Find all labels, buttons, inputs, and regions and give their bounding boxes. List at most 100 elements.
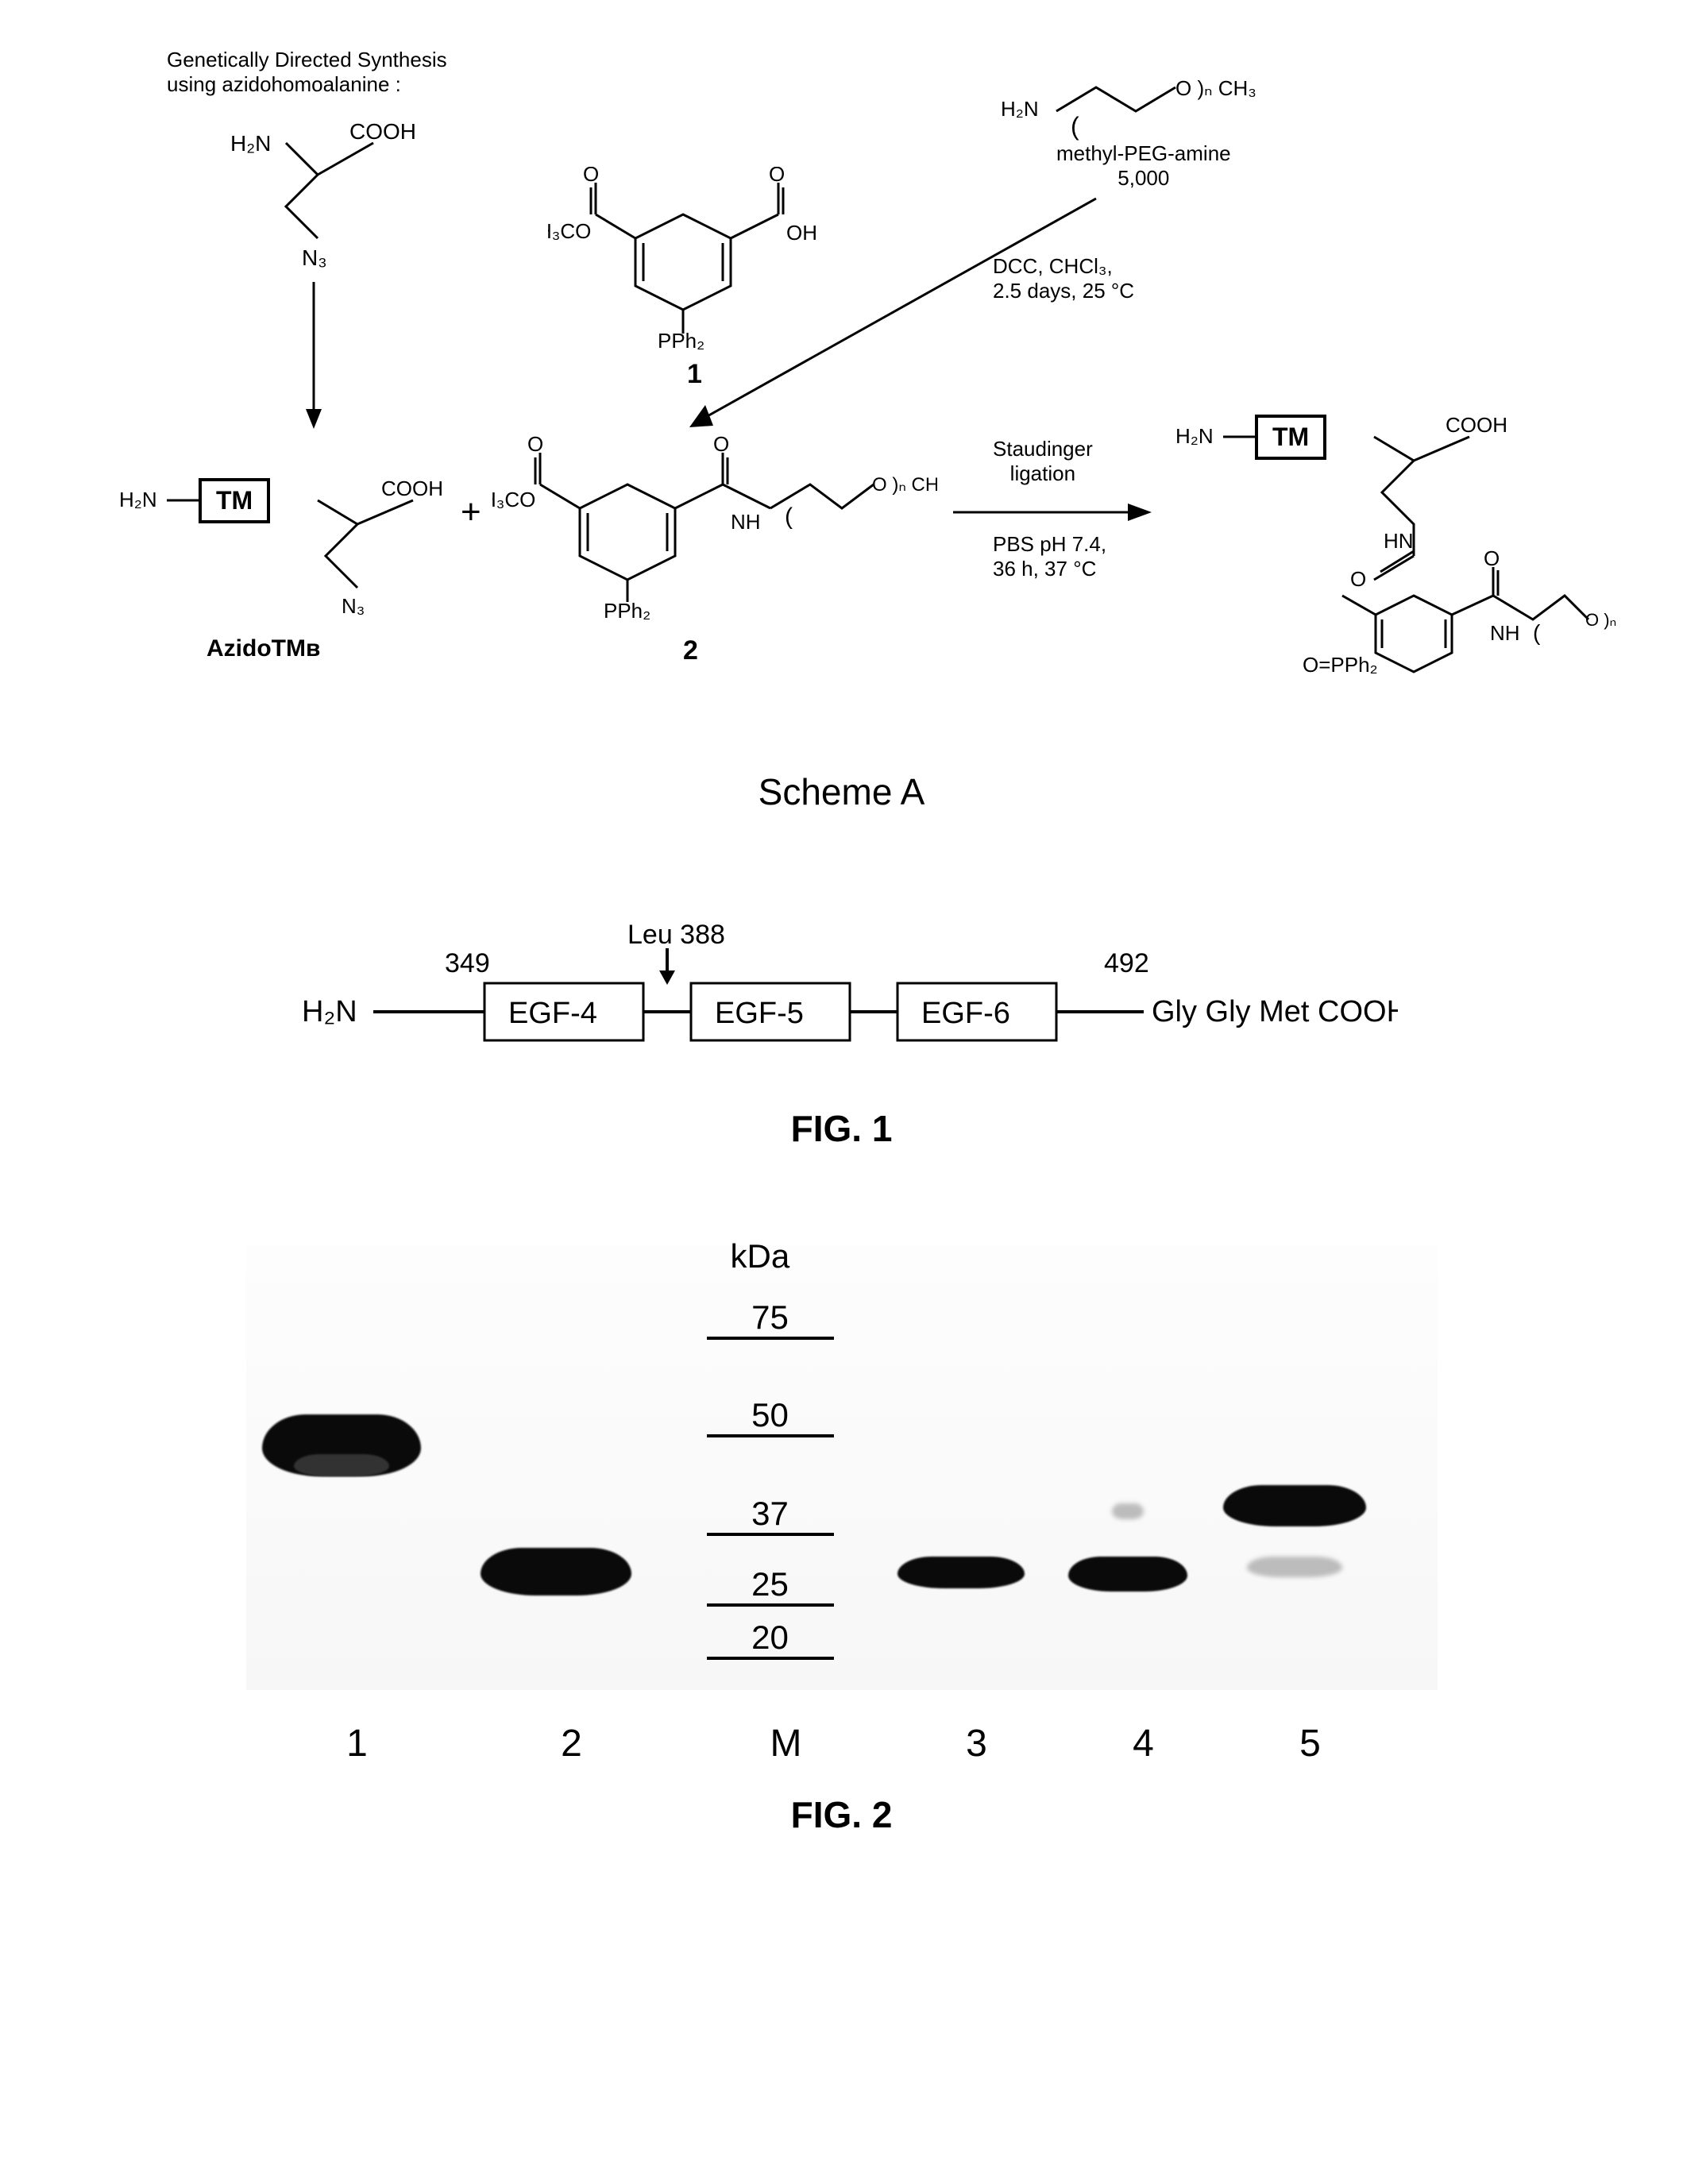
label-nh-2: NH — [731, 510, 761, 534]
label-peg-2: O )ₙ CH₃ — [872, 474, 937, 496]
label-cooh-prod: COOH — [1446, 413, 1507, 437]
product-structure: H₂N COOH HN O O NH ( O )ₙ CH₃ O=PPh₂ TM — [1175, 389, 1620, 675]
egf4-label: EGF-4 — [508, 997, 597, 1030]
fig2-caption: FIG. 2 — [95, 1793, 1588, 1836]
label-o4: O — [713, 432, 729, 456]
svg-text:(: ( — [1533, 620, 1541, 645]
scheme-caption: Scheme A — [95, 770, 1588, 813]
fig1-section: EGF-4 EGF-5 EGF-6 H₂N Gly Gly Met COOH 3… — [95, 909, 1588, 1150]
cond1: DCC, CHCl₃, 2.5 days, 25 °C — [993, 254, 1134, 303]
cond2-top: Staudinger ligation — [993, 437, 1093, 486]
gel-band — [294, 1454, 389, 1476]
label-h2n-tm: H₂N — [119, 488, 157, 511]
arrow-down-1 — [298, 282, 330, 433]
svg-text:(: ( — [785, 504, 793, 530]
gel-band — [1223, 1485, 1366, 1526]
fig1-start: 349 — [445, 948, 490, 978]
marker-line — [707, 1603, 834, 1607]
label-o1: O — [583, 167, 599, 186]
gel-area: kDa 7550372520 — [246, 1245, 1438, 1690]
label-cooh-tm: COOH — [381, 477, 443, 500]
marker-value: 20 — [751, 1619, 789, 1657]
lane-label-M: M — [755, 1722, 818, 1765]
label-h2n: H₂N — [230, 131, 271, 156]
label-o3: O — [527, 432, 543, 456]
fig2-canvas: kDa 7550372520 12M345 — [246, 1245, 1438, 1769]
gel-band — [897, 1557, 1025, 1588]
scheme-header-line1: Genetically Directed Synthesis — [167, 48, 447, 72]
label-hn-prod: HN — [1384, 529, 1414, 553]
cond2-t2: ligation — [993, 461, 1093, 486]
gel-background — [246, 1245, 1438, 1690]
gel-band — [1112, 1503, 1144, 1519]
label-peg-prod: O )ₙ CH₃ — [1585, 610, 1620, 630]
compound-2-structure: H₃CO O O NH ( O )ₙ CH₃ PPh₂ — [492, 421, 937, 619]
fig1-leu: Leu 388 — [627, 920, 725, 950]
egf6-label: EGF-6 — [921, 997, 1010, 1030]
tm-box-left: TM — [199, 478, 270, 523]
fig1-end: 492 — [1104, 948, 1149, 978]
cond2-l1: PBS pH 7.4, — [993, 532, 1106, 557]
scheme-header: Genetically Directed Synthesis using azi… — [167, 48, 447, 97]
marker-line — [707, 1434, 834, 1437]
gel-band — [1068, 1557, 1187, 1592]
fig1-canvas: EGF-4 EGF-5 EGF-6 H₂N Gly Gly Met COOH 3… — [286, 909, 1398, 1083]
label-o6: O — [1484, 546, 1500, 570]
marker-line — [707, 1337, 834, 1340]
lane-label-3: 3 — [945, 1722, 1009, 1765]
fig1-nterm: H₂N — [302, 995, 357, 1028]
marker-value: 75 — [751, 1298, 789, 1337]
label-h2n-peg: H₂N — [1001, 97, 1039, 121]
label-cooh: COOH — [349, 119, 416, 144]
scheme-a-canvas: Genetically Directed Synthesis using azi… — [95, 48, 1588, 747]
plus-sign: + — [461, 492, 481, 532]
label-h3co: H₃CO — [548, 219, 591, 243]
azidohomoalanine-structure: H₂N COOH N₃ — [230, 95, 437, 278]
cond1-l2: 2.5 days, 25 °C — [993, 279, 1134, 303]
fig1-caption: FIG. 1 — [95, 1107, 1588, 1150]
azido-tm-structure: H₂N COOH N₃ TM — [119, 445, 453, 627]
peg-label-1: methyl-PEG-amine — [1056, 141, 1231, 166]
scheme-header-line2: using azidohomoalanine : — [167, 72, 447, 97]
lane-label-2: 2 — [540, 1722, 604, 1765]
kda-label: kDa — [731, 1237, 790, 1275]
lane-labels-row: 1 2 M 3 4 5 — [246, 1722, 1438, 1769]
fig2-section: kDa 7550372520 12M345 FIG. 2 — [95, 1245, 1588, 1836]
gel-band — [481, 1548, 631, 1596]
marker-row-50: 50 — [707, 1396, 834, 1437]
marker-row-75: 75 — [707, 1298, 834, 1340]
svg-text:(: ( — [1071, 112, 1079, 141]
label-n3: N₃ — [302, 245, 327, 270]
lane-label-1: 1 — [326, 1722, 389, 1765]
scheme-a-section: Genetically Directed Synthesis using azi… — [95, 48, 1588, 813]
marker-value: 25 — [751, 1565, 789, 1603]
label-n3-tm: N₃ — [342, 594, 365, 618]
label-peg-o-ch3: O )ₙ CH₃ — [1175, 76, 1256, 100]
fig1-svg: EGF-4 EGF-5 EGF-6 H₂N Gly Gly Met COOH 3… — [286, 909, 1398, 1083]
marker-line — [707, 1657, 834, 1660]
marker-line — [707, 1533, 834, 1536]
label-pph2-2: PPh₂ — [604, 599, 650, 619]
egf5-label: EGF-5 — [715, 997, 804, 1030]
marker-value: 37 — [751, 1495, 789, 1533]
lane-label-4: 4 — [1112, 1722, 1175, 1765]
label-opph2: O=PPh₂ — [1303, 653, 1378, 675]
cond2-t1: Staudinger — [993, 437, 1093, 461]
fig1-cterm: Gly Gly Met COOH — [1152, 995, 1398, 1028]
gel-band — [1247, 1557, 1342, 1577]
label-o5: O — [1350, 567, 1366, 591]
marker-row-37: 37 — [707, 1495, 834, 1536]
arrow-cond-1 — [651, 183, 1144, 453]
azido-tm-label: AzidoTMʙ — [207, 635, 320, 662]
marker-row-25: 25 — [707, 1565, 834, 1607]
marker-value: 50 — [751, 1396, 789, 1434]
compound-2-number: 2 — [683, 635, 698, 666]
arrow-staudinger — [953, 492, 1160, 532]
tm-box-right: TM — [1255, 415, 1326, 460]
cond2-bottom: PBS pH 7.4, 36 h, 37 °C — [993, 532, 1106, 581]
cond1-l1: DCC, CHCl₃, — [993, 254, 1134, 279]
label-h3co-2: H₃CO — [492, 488, 535, 511]
label-nh-prod: NH — [1490, 621, 1520, 645]
lane-label-5: 5 — [1279, 1722, 1342, 1765]
cond2-l2: 36 h, 37 °C — [993, 557, 1106, 581]
